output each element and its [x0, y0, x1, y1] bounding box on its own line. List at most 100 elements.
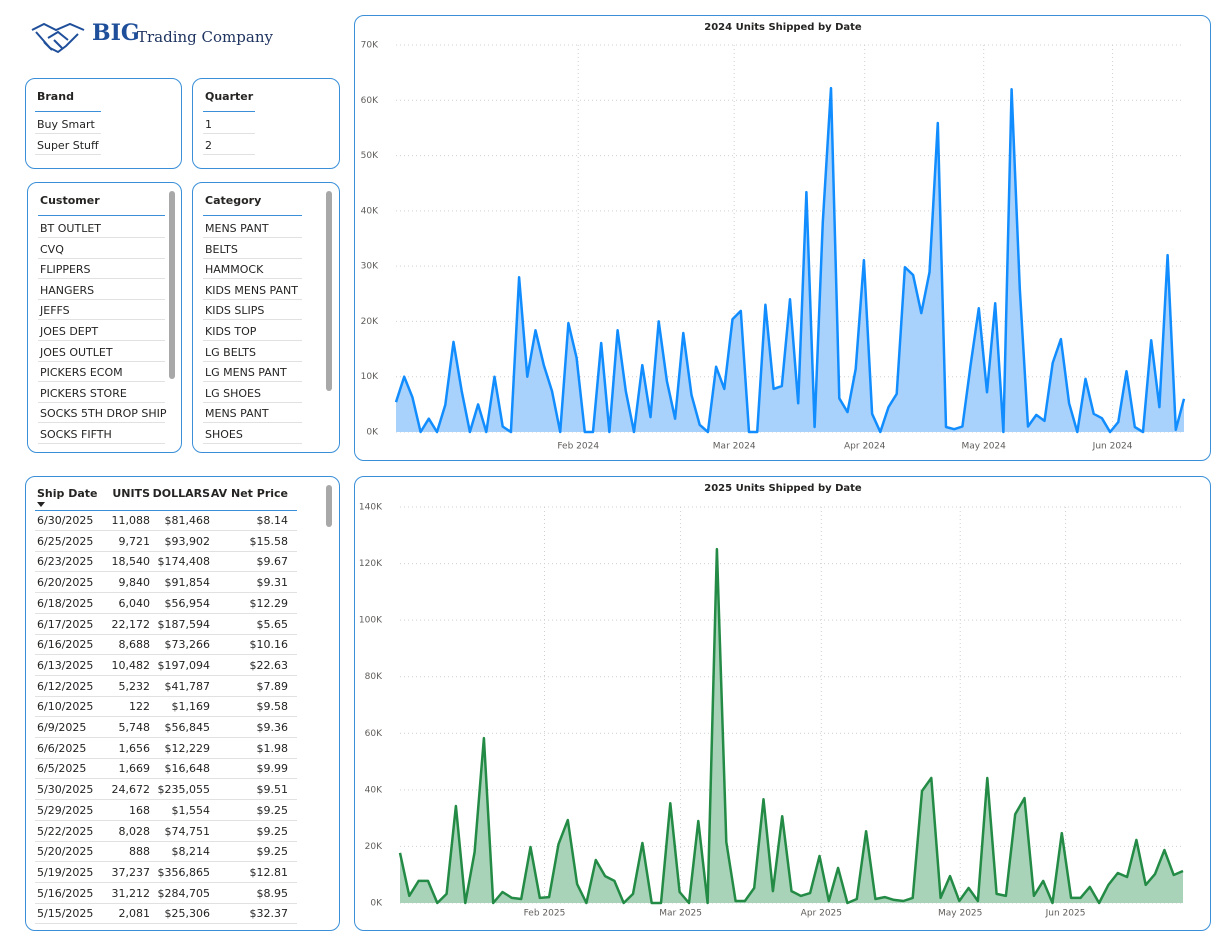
slicer-item[interactable]: MENS PANT: [205, 222, 269, 235]
x-tick-label: Mar 2024: [713, 442, 756, 452]
slicer-item[interactable]: LG SHOES: [205, 386, 261, 400]
sort-indicator[interactable]: [37, 502, 45, 507]
slicer-item[interactable]: 2: [205, 139, 212, 152]
slicer-item[interactable]: Super Stuff: [37, 139, 99, 152]
table-cell: $9.25: [256, 824, 289, 838]
table-cell: 6/23/2025: [37, 555, 94, 569]
table-cell: $9.25: [256, 845, 289, 859]
table-cell: $73,266: [164, 638, 211, 652]
title-underline: [35, 111, 101, 112]
title-underline: [203, 111, 255, 112]
slicer-item[interactable]: BT OUTLET: [40, 222, 101, 235]
chart-svg: 2024 Units Shipped by Date 0K 10K 20K 30K 40K…: [361, 22, 1186, 452]
slicer-item[interactable]: 1: [205, 118, 212, 131]
row-separator: [35, 737, 297, 738]
table-cell: $9.31: [256, 576, 289, 590]
x-tick-label: Jun 2025: [1045, 909, 1086, 919]
row-separator: [35, 799, 297, 801]
table-cell: 6/30/2025: [37, 514, 94, 527]
slicer-item[interactable]: SOCKS FIFTH: [40, 428, 112, 441]
slicer-item[interactable]: KIDS SLIPS: [205, 304, 265, 318]
row-separator: [35, 861, 297, 863]
y-tick-label: 40K: [365, 785, 383, 795]
item-separator: [38, 319, 165, 321]
slicer-item[interactable]: HANGERS: [40, 283, 95, 297]
slicer-item[interactable]: MENS PANT: [205, 407, 269, 421]
table-cell: $187,594: [157, 617, 211, 631]
y-tick-label: 120K: [359, 559, 383, 569]
column-header[interactable]: UNITS: [112, 487, 150, 500]
slicer-item[interactable]: PICKERS ECOM: [40, 366, 123, 380]
item-separator: [38, 360, 165, 362]
category-slicer[interactable]: Category MENS PANT BELTS HAMMOCK KIDS MENS P…: [192, 182, 340, 453]
column-header[interactable]: DOLLARS: [152, 487, 210, 500]
slicer-item[interactable]: KIDS MENS PANT: [205, 283, 298, 297]
table-cell: 18,540: [111, 555, 151, 569]
table-cell: 8,688: [118, 638, 151, 652]
scrollbar[interactable]: [169, 191, 175, 379]
table-cell: 122: [129, 700, 150, 714]
table-cell: 5,232: [118, 679, 151, 693]
slicer-item[interactable]: LG BELTS: [205, 345, 256, 359]
slicer-item[interactable]: Buy Smart: [37, 118, 95, 131]
table-cell: $25,306: [164, 907, 211, 921]
y-tick-label: 0K: [366, 428, 379, 438]
line: [398, 547, 1184, 905]
slicer-item[interactable]: JEFFS: [40, 304, 70, 318]
slicer-title: Category: [205, 194, 262, 207]
slicer-item[interactable]: CVQ: [40, 242, 64, 256]
column-header[interactable]: Ship Date: [37, 487, 98, 500]
title-underline: [38, 215, 165, 216]
slicer-item[interactable]: PICKERS STORE: [40, 386, 127, 400]
slicer-item[interactable]: JOES DEPT: [40, 325, 99, 338]
slicer-item[interactable]: HAMMOCK: [205, 263, 264, 277]
table-cell: 5/16/2025: [37, 886, 94, 900]
slicer-item[interactable]: KIDS TOP: [205, 325, 257, 338]
slicer-item[interactable]: LG MENS PANT: [205, 366, 287, 380]
table-cell: 6/10/2025: [37, 700, 94, 714]
table-cell: $12.81: [249, 865, 289, 879]
table-cell: $81,468: [164, 514, 211, 527]
y-tick-label: 70K: [361, 41, 379, 51]
chart-svg: 2025 Units Shipped by Date 0K 20K 40K 60K 80K…: [359, 483, 1184, 919]
x-tick-label: Apr 2025: [801, 909, 842, 919]
table-cell: 6/6/2025: [37, 741, 87, 755]
slicer-title: Brand: [37, 90, 74, 103]
item-separator: [203, 319, 302, 321]
item-separator: [38, 443, 165, 444]
table-cell: $9.67: [256, 555, 289, 569]
slicer-item[interactable]: SOCKS 5TH DROP SHIP: [40, 407, 167, 421]
slicer-item[interactable]: SHOES: [205, 428, 243, 441]
row-separator: [35, 757, 297, 759]
slicer-item[interactable]: FLIPPERS: [40, 263, 91, 277]
row-separator: [35, 592, 297, 594]
table-cell: $9.58: [256, 700, 289, 714]
slicer-item[interactable]: BELTS: [205, 242, 238, 256]
table-cell: 6/17/2025: [37, 617, 94, 631]
area-fill: [396, 88, 1184, 432]
table-cell: 6/5/2025: [37, 762, 87, 776]
table-cell: $32.37: [249, 907, 289, 921]
scrollbar[interactable]: [326, 485, 332, 527]
column-header[interactable]: AV Net Price: [210, 487, 288, 500]
slicer-item[interactable]: JOES OUTLET: [40, 345, 113, 359]
table-cell: 22,172: [111, 617, 151, 631]
table-cell: $16,648: [164, 762, 211, 776]
item-separator: [203, 360, 302, 362]
row-separator: [35, 778, 297, 780]
table-cell: 1,669: [118, 762, 151, 776]
item-separator: [203, 340, 302, 341]
item-separator: [203, 401, 302, 403]
brand-slicer[interactable]: Brand Buy Smart Super Stuff: [25, 78, 182, 169]
table-cell: $15.58: [249, 534, 289, 548]
item-separator: [35, 154, 101, 155]
customer-slicer[interactable]: Customer BT OUTLET CVQ FLIPPERS HANGERS JEFFS…: [27, 182, 182, 453]
table-cell: 5/15/2025: [37, 907, 94, 921]
scrollbar[interactable]: [326, 191, 332, 391]
item-separator: [203, 422, 302, 424]
table-cell: 5/20/2025: [37, 845, 94, 859]
table-cell: $10.16: [249, 638, 289, 652]
chart-2024: 2024 Units Shipped by Date 0K 10K 20K 30K 40K…: [354, 15, 1211, 461]
quarter-slicer[interactable]: Quarter 1 2: [192, 78, 340, 169]
table-cell: $174,408: [157, 555, 211, 569]
